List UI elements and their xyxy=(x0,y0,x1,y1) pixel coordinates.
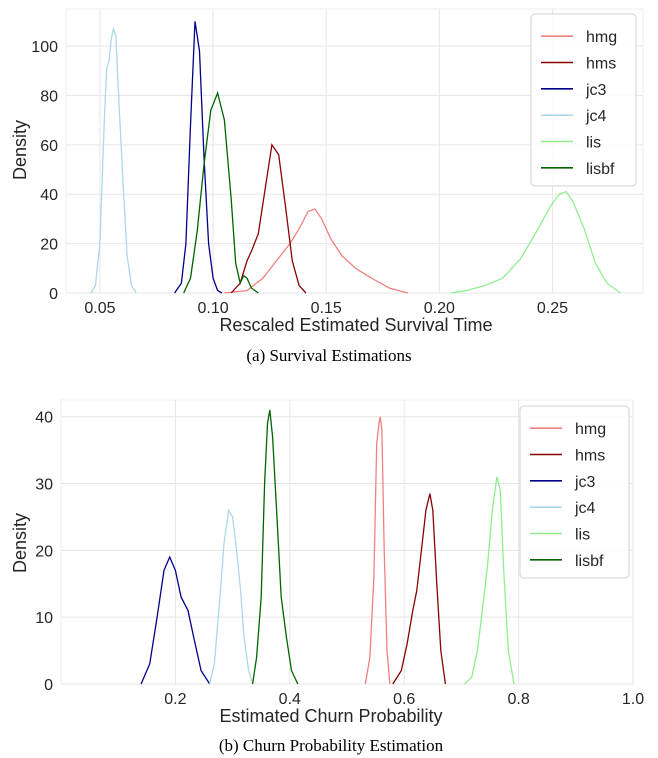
x-tick-labels: 0.2 0.4 0.6 0.8 1.0 xyxy=(164,691,644,708)
series-jc3-curve xyxy=(140,555,211,685)
y-tick-label: 80 xyxy=(40,88,58,105)
y-tick-label: 40 xyxy=(40,187,58,204)
x-tick-label: 0.05 xyxy=(84,300,115,317)
density-curves xyxy=(90,21,621,294)
series-hmg-curve xyxy=(364,416,391,685)
y-axis-label: Density xyxy=(10,513,30,573)
y-tick-label: 60 xyxy=(40,138,58,155)
figure-caption: (a) Survival Estimations xyxy=(246,346,411,365)
series-lis-curve xyxy=(450,190,621,294)
legend-label-jc3: jc3 xyxy=(585,82,607,99)
series-lisbf-curve xyxy=(183,90,259,294)
x-tick-label: 0.10 xyxy=(198,300,229,317)
y-tick-label: 10 xyxy=(35,610,53,627)
y-tick-label: 30 xyxy=(35,477,53,494)
legend-frame xyxy=(530,13,637,187)
y-tick-label: 20 xyxy=(35,543,53,560)
series-lisbf-curve xyxy=(251,409,299,685)
y-tick-labels: 0 10 20 30 40 xyxy=(35,410,53,694)
y-tick-labels: 0 20 40 60 80 100 xyxy=(31,39,58,303)
x-tick-label: 1.0 xyxy=(622,691,644,708)
density-curves xyxy=(140,409,515,685)
legend-label-lis: lis xyxy=(575,527,590,544)
y-axis-label: Density xyxy=(10,120,30,180)
x-tick-label: 0.2 xyxy=(164,691,186,708)
series-jc4-curve xyxy=(209,508,254,685)
panel-churn: 0.2 0.4 0.6 0.8 1.0 0 10 20 30 40 Estimated Chur… xyxy=(10,399,644,755)
legend-label-hmg: hmg xyxy=(586,29,617,46)
figure-caption: (b) Churn Probability Estimation xyxy=(219,736,444,755)
x-tick-label: 0.8 xyxy=(507,691,529,708)
legend-label-lisbf: lisbf xyxy=(586,161,615,178)
legend-label-jc3: jc3 xyxy=(574,474,596,491)
series-hmg-curve xyxy=(224,208,408,294)
legend-label-hmg: hmg xyxy=(575,421,606,438)
legend: hmg hms jc3 jc4 lis lisbf xyxy=(519,405,630,579)
legend-label-lis: lis xyxy=(586,135,601,152)
x-tick-label: 0.25 xyxy=(537,300,568,317)
series-jc4-curve xyxy=(90,26,137,294)
legend-label-jc4: jc4 xyxy=(574,500,596,517)
series-hms-curve xyxy=(230,143,307,294)
x-tick-labels: 0.05 0.10 0.15 0.20 0.25 xyxy=(84,300,568,317)
legend-label-hms: hms xyxy=(575,448,605,465)
x-tick-label: 0.20 xyxy=(424,300,455,317)
legend-label-lisbf: lisbf xyxy=(575,553,604,570)
y-tick-label: 40 xyxy=(35,410,53,427)
series-lis-curve xyxy=(463,476,515,685)
series-jc3-curve xyxy=(174,21,223,294)
legend-label-hms: hms xyxy=(586,56,616,73)
x-axis-label: Rescaled Estimated Survival Time xyxy=(219,315,492,335)
series-hms-curve xyxy=(392,493,447,685)
legend: hmg hms jc3 jc4 lis lisbf xyxy=(530,13,637,187)
x-axis-label: Estimated Churn Probability xyxy=(219,706,442,726)
legend-label-jc4: jc4 xyxy=(585,108,607,125)
panel-survival: 0.05 0.10 0.15 0.20 0.25 0 20 40 60 80 100 Rescal… xyxy=(10,8,644,365)
x-tick-label: 0.15 xyxy=(311,300,342,317)
x-tick-label: 0.4 xyxy=(279,691,301,708)
grid xyxy=(60,399,634,685)
legend-frame xyxy=(519,405,630,579)
x-tick-label: 0.6 xyxy=(393,691,415,708)
y-tick-label: 0 xyxy=(49,286,58,303)
y-tick-label: 100 xyxy=(31,39,58,56)
y-tick-label: 0 xyxy=(44,677,53,694)
y-tick-label: 20 xyxy=(40,237,58,254)
